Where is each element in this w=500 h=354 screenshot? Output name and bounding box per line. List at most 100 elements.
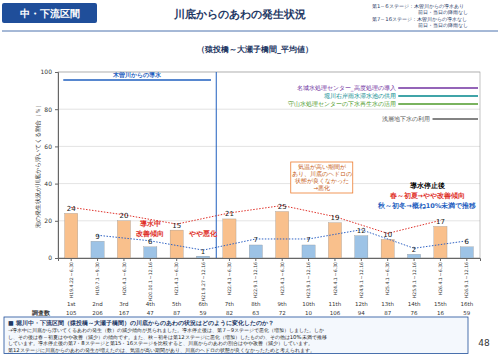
stage-note: 第7～16ステージ：木曽川からの導水なし [372,16,467,22]
x-tick: H23.9.1～12.16 [306,258,311,298]
bar [91,241,104,258]
grid-line [58,146,480,147]
data-label: 24 [67,205,76,213]
stage-label: 5th [172,301,182,307]
x-axis-line [59,259,481,262]
y-tick-mark [55,109,58,110]
x-tick: H25.9.1～12.16 [412,258,417,298]
data-label: 7 [254,236,258,244]
bar [434,226,447,258]
stage-label: 4th [146,301,156,307]
x-tick: H26.4.1～6.30 [438,258,443,295]
trend-segment [309,230,362,239]
y-tick-mark [55,221,58,222]
annotation-box [291,162,353,193]
header: 中・下流区間川底からのあわの発生状況第1～6ステージ：木曽川からの導水あり前日・… [2,3,498,31]
period-line [398,95,478,96]
grid-line [58,109,480,110]
x-tick: H19.4.22～6.30 [69,258,74,298]
stage-label: 14th [408,301,421,307]
x-tick-label: H20.10.1～12.16 [148,262,153,301]
x-tick-label: H24.9.1～12.16 [359,262,364,298]
summary-question: ■ 堀川中・下流区間（猿投橋～大瀬子橋間）の川底からのあわの状況はどのように変化… [8,319,274,327]
y-tick-label: 100 [41,68,53,75]
y-tick: 60 [44,143,58,150]
data-label: 1 [201,248,205,256]
stage-label: 10th [302,301,315,307]
x-tick: H20.4.1～6.30 [122,258,127,295]
stage-label: 8th [251,301,261,307]
x-tick: H19.7.1～9.30 [95,258,100,295]
x-tick: H21.4.1～6.30 [174,258,179,295]
data-label: 12 [357,227,366,235]
survey-count: 167 [119,310,130,316]
bar [117,221,130,258]
survey-count: 76 [411,310,418,316]
x-tick-mark [308,258,309,261]
annotation: やや悪化 [188,230,218,238]
trend-segment [203,239,256,250]
stage-label: 13th [381,301,394,307]
data-label: 25 [278,203,287,211]
stage-note: 第1～6ステージ：木曽川からの導水あり [372,3,464,9]
annotation: 名城水処理センター_高度処理の導入 [297,84,396,92]
bar [302,245,315,258]
period-line [433,118,478,119]
survey-count: 106 [330,310,341,316]
chart-svg: 中・下流区間川底からのあわの発生状況第1～6ステージ：木曽川からの導水あり前日・… [0,0,500,354]
trend-segment [177,213,230,224]
chart-root: 中・下流区間川底からのあわの発生状況第1～6ステージ：木曽川からの導水あり前日・… [0,0,500,354]
x-tick-label: H21.9.27～12.16 [201,262,206,301]
x-tick-mark [282,258,283,261]
x-tick: H24.4.1～6.30 [333,258,338,295]
y-tick-label: 0 [48,254,52,261]
annotation: 導水停止後 [409,181,445,190]
y-tick-label: 40 [44,180,52,187]
x-tick-label: H19.7.1～9.30 [95,262,100,295]
summary-line: し、その後は春～初夏はやや改善（減少）の傾向です。また、秋～初冬は第12ステージ… [8,334,327,340]
x-tick-mark [176,258,177,261]
trend-segment [388,220,441,233]
survey-count: 59 [200,310,207,316]
bar [407,254,420,258]
stage-label: 9th [278,301,288,307]
x-tick: H24.9.1～12.16 [359,258,364,298]
x-tick-mark [414,258,415,261]
x-tick-label: H23.9.1～12.16 [306,262,311,298]
x-tick: H26.9.1～12.16 [464,258,469,298]
stage-label: 12th [355,301,368,307]
x-tick-label: H21.4.1～6.30 [174,262,179,295]
survey-label: 調査数 [32,309,51,317]
stage-note: 前日・当日の降雨なし [418,22,468,28]
survey-count: 63 [252,310,259,316]
x-tick-mark [229,258,230,261]
x-tick-label: H22.4.1～6.30 [227,262,232,295]
x-tick-mark [387,258,388,261]
period-line [63,79,211,80]
y-tick-mark [55,258,58,259]
stage-label: 11th [329,301,342,307]
x-tick: H25.4.1～6.30 [385,258,390,295]
page-number: 48 [478,338,490,348]
trend-segment [256,238,309,239]
survey-count: 72 [279,310,286,316]
annotation: 木曽川からの導水 [112,71,162,79]
bar [223,219,236,258]
annotation: あり、川底のヘドロの [292,170,352,178]
x-tick-mark [440,258,441,261]
y-tick-label: 60 [44,143,52,150]
x-tick-label: H19.4.22～6.30 [69,262,74,298]
bar [144,247,157,258]
data-label: 21 [225,210,234,218]
trend-segment [361,230,414,249]
stage-label: 16th [460,301,473,307]
survey-count: 82 [226,310,233,316]
x-tick-mark [255,258,256,261]
stage-label: 1st [67,301,76,307]
annotations: 木曽川からの導水名城水処理センター_高度処理の導入堀川右岸雨水滞水池の供用守山水… [63,71,478,238]
grid [58,72,480,258]
data-label: 6 [465,238,470,246]
trend-segment [414,241,467,248]
bar [249,245,262,258]
x-tick-label: H22.9.1～12.16 [253,262,258,298]
